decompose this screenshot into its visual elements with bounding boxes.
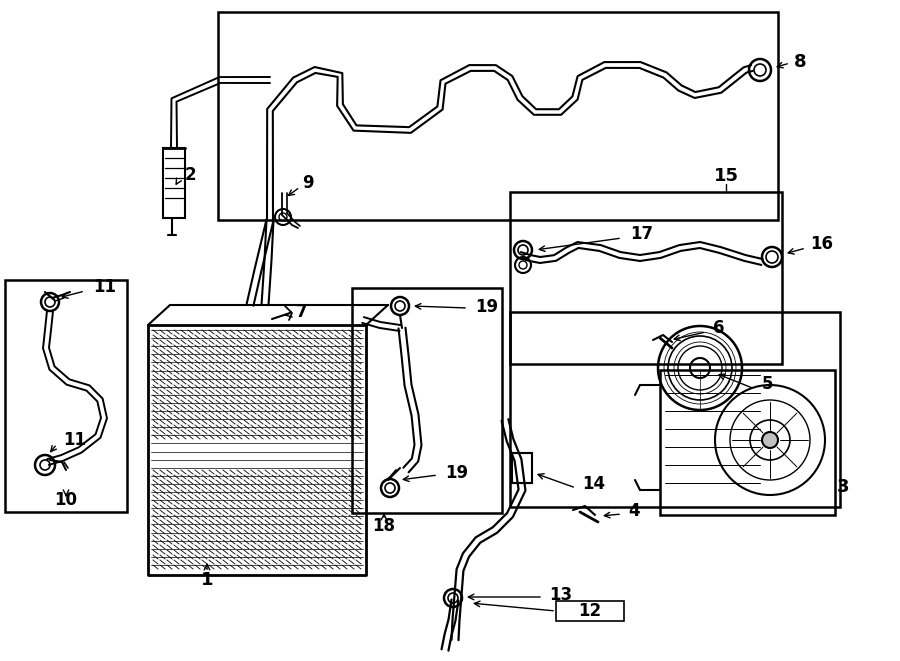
Text: 9: 9 [302, 174, 314, 192]
Text: 1: 1 [201, 571, 213, 589]
Bar [510, 192, 782, 364]
Text: 4: 4 [628, 502, 640, 520]
Text: 15: 15 [714, 167, 739, 185]
Text: 13: 13 [549, 586, 572, 604]
Text: 11: 11 [63, 431, 86, 449]
Circle shape [762, 432, 778, 448]
Text: 8: 8 [794, 53, 806, 71]
Text: 11: 11 [93, 278, 116, 296]
Text: 19: 19 [445, 464, 468, 482]
Text: 12: 12 [579, 602, 601, 620]
Text: 6: 6 [713, 319, 725, 337]
Bar [510, 312, 840, 507]
Bar [512, 453, 532, 483]
Bar [5, 280, 127, 512]
Text: 10: 10 [55, 491, 77, 509]
Bar [556, 601, 624, 621]
Text: 16: 16 [810, 235, 833, 253]
Bar [218, 12, 778, 220]
Text: 2: 2 [185, 166, 196, 184]
Text: 18: 18 [373, 517, 395, 535]
Bar [352, 288, 502, 513]
Text: 3: 3 [837, 478, 850, 496]
Bar [660, 370, 835, 515]
Text: 19: 19 [475, 298, 498, 316]
Text: 17: 17 [630, 225, 653, 243]
Text: 14: 14 [582, 475, 605, 493]
Text: 5: 5 [762, 375, 773, 393]
Text: 7: 7 [296, 303, 308, 321]
Bar [163, 148, 185, 218]
